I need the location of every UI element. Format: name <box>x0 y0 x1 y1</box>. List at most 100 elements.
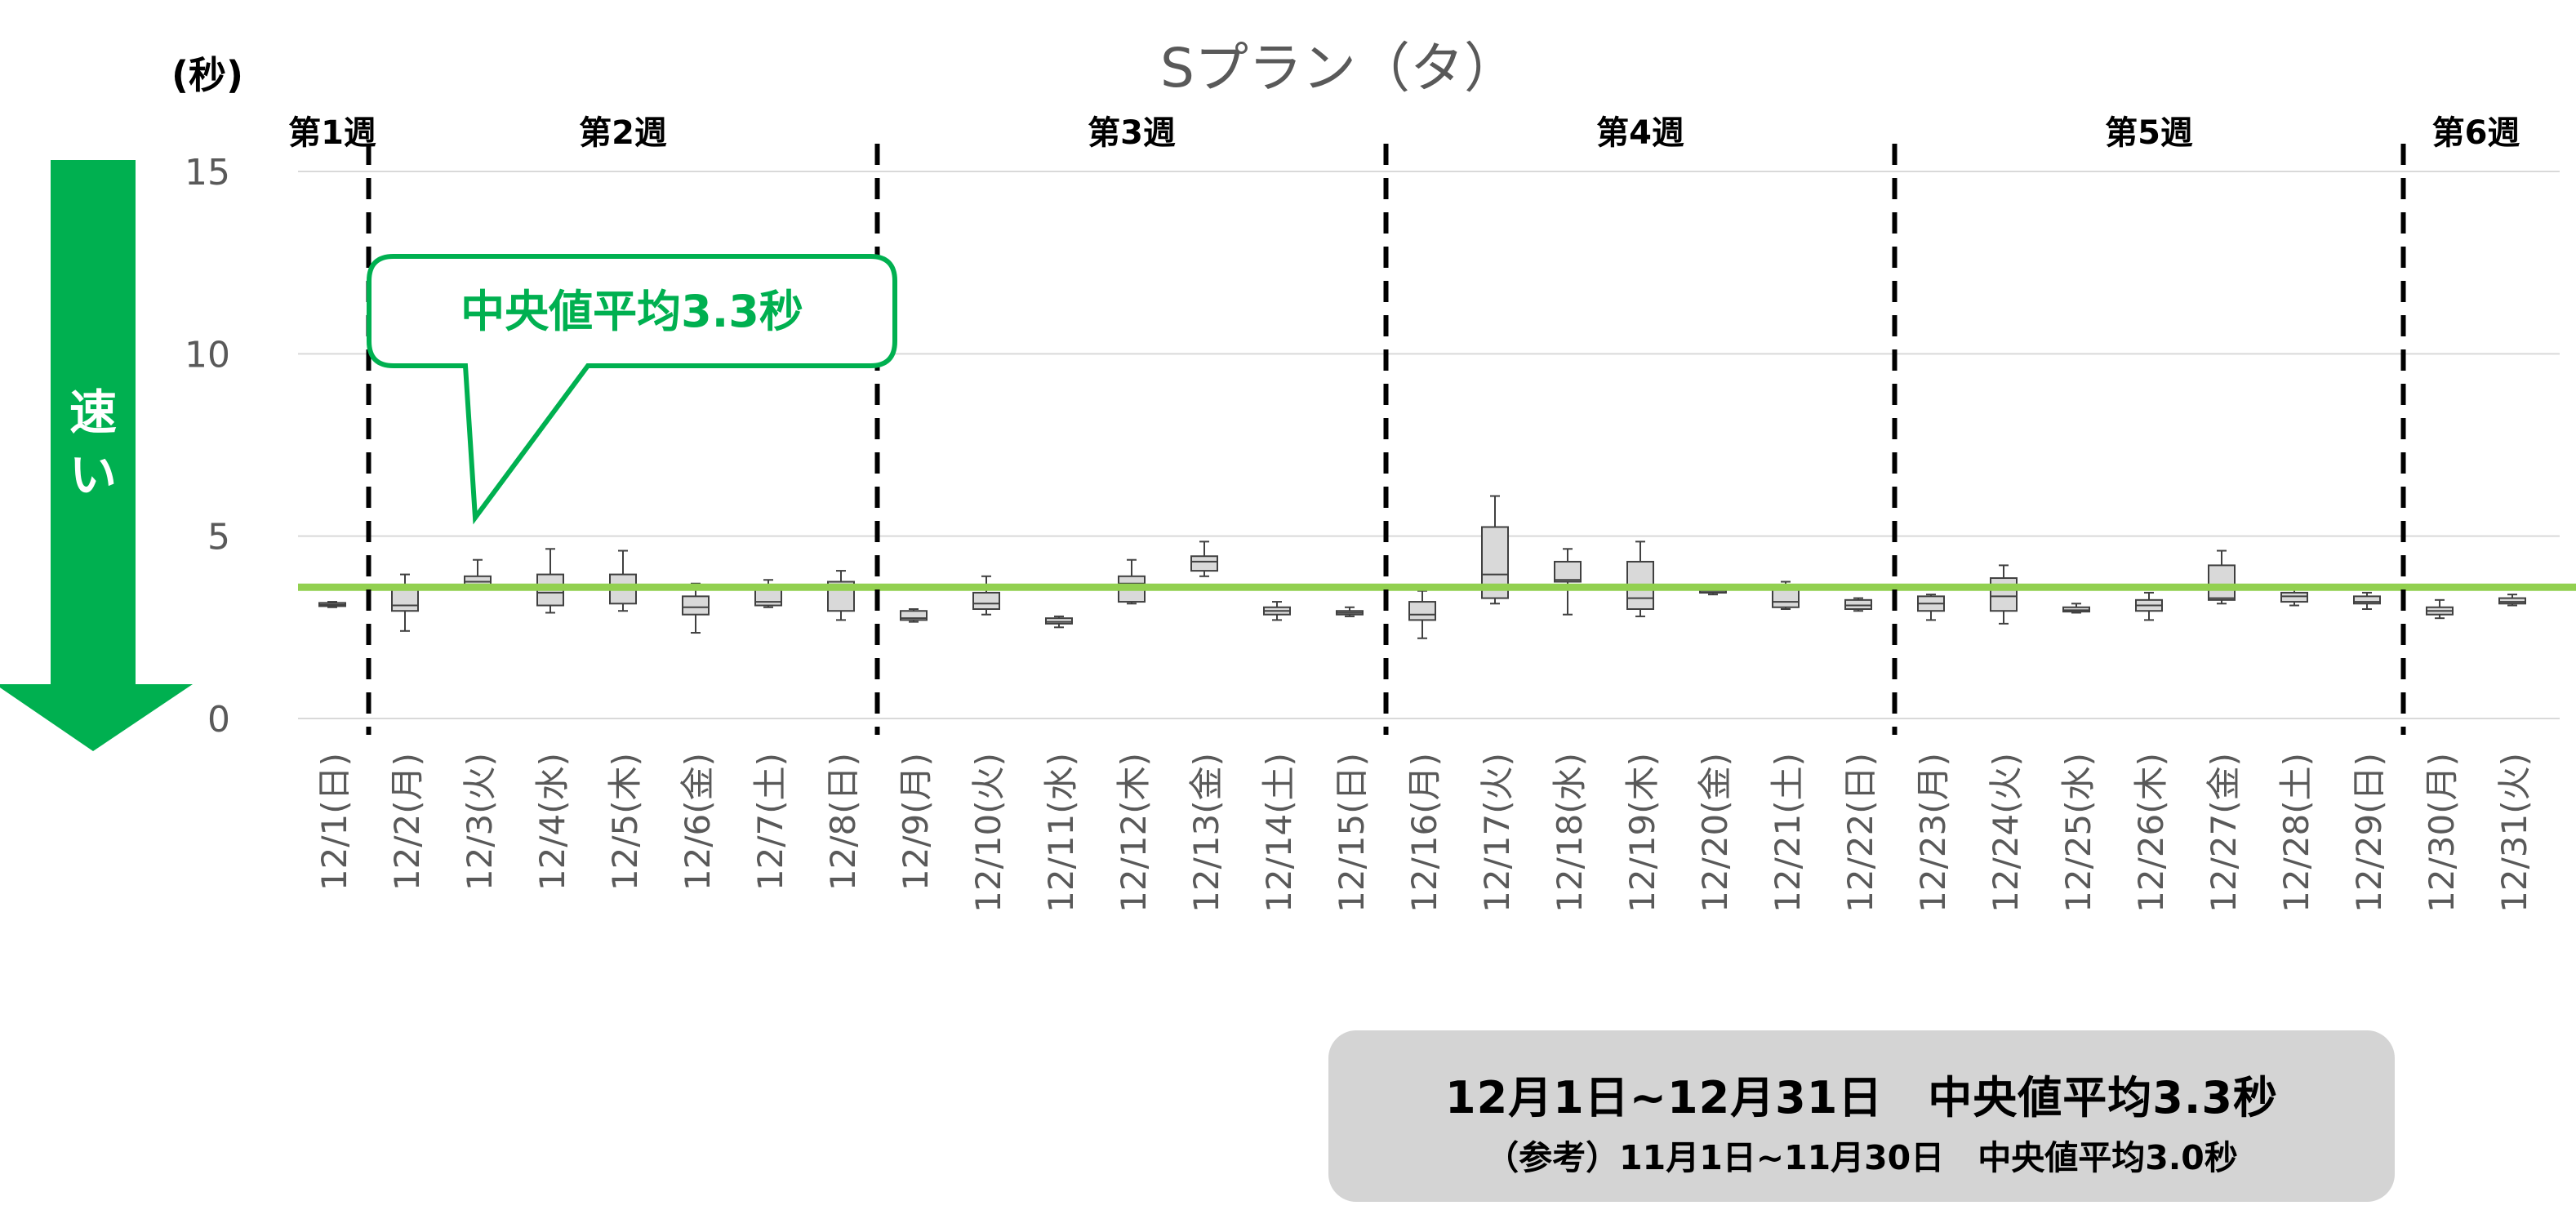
x-tick-label: 12/1(日) <box>314 753 354 891</box>
faster-direction-arrow: 速 い <box>0 160 193 751</box>
box-body <box>1772 588 1800 608</box>
x-tick-label: 12/2(月) <box>387 753 427 891</box>
x-tick-label: 12/6(金) <box>678 753 718 891</box>
chart-title: Sプラン（タ） <box>1160 37 1518 100</box>
box-14 <box>1263 601 1291 621</box>
arrow-label-char: 速 <box>69 385 117 440</box>
box-body <box>2353 595 2381 605</box>
y-tick-label: 5 <box>207 517 230 558</box>
box-body <box>2498 597 2526 605</box>
box-body <box>682 595 710 616</box>
x-tick-label: 12/13(金) <box>1186 753 1226 913</box>
summary-main-text: 12月1日~12月31日 中央値平均3.3秒 <box>1445 1072 2278 1123</box>
box-1 <box>318 601 346 608</box>
y-tick-label: 10 <box>185 334 230 376</box>
y-axis-unit-label: (秒) <box>171 53 243 97</box>
box-23 <box>1917 594 1945 621</box>
y-tick-label: 0 <box>207 699 230 741</box>
x-tick-label: 12/20(金) <box>1695 753 1735 913</box>
week-dividers <box>366 144 2406 735</box>
box-15 <box>1336 606 1364 617</box>
box-28 <box>2280 588 2308 607</box>
box-27 <box>2208 549 2236 605</box>
x-tick-label: 12/7(土) <box>750 753 790 891</box>
x-tick-label: 12/8(日) <box>823 753 863 891</box>
summary-reference-text: （参考）11月1日~11月30日 中央値平均3.0秒 <box>1485 1138 2238 1177</box>
box-5 <box>609 549 637 612</box>
x-tick-label: 12/27(金) <box>2204 753 2244 913</box>
x-tick-label: 12/11(水) <box>1041 753 1081 913</box>
box-19 <box>1626 540 1654 617</box>
box-body <box>1844 598 1872 610</box>
box-body <box>1045 617 1073 625</box>
x-tick-label: 12/9(月) <box>896 753 936 891</box>
x-tick-label: 12/16(月) <box>1404 753 1444 913</box>
box-29 <box>2353 591 2381 610</box>
box-body <box>1554 560 1582 583</box>
y-axis-ticks: 0 5 10 15 <box>185 152 230 741</box>
x-tick-label: 12/17(火) <box>1477 753 1517 913</box>
box-31 <box>2498 594 2526 607</box>
x-tick-label: 12/24(火) <box>1986 753 2026 913</box>
box-11 <box>1045 615 1073 629</box>
x-tick-label: 12/5(木) <box>605 753 645 891</box>
week-labels: 第1週 第2週 第3週 第4週 第5週 第6週 <box>288 114 2520 152</box>
box-22 <box>1844 597 1872 612</box>
x-tick-label: 12/23(月) <box>1913 753 1953 913</box>
x-tick-label: 12/25(水) <box>2058 753 2098 913</box>
box-12 <box>1118 558 1146 605</box>
box-24 <box>1990 564 2018 625</box>
callout-text: 中央値平均3.3秒 <box>460 286 803 337</box>
week-label: 第1週 <box>288 114 376 152</box>
box-16 <box>1408 589 1436 639</box>
x-tick-label: 12/22(日) <box>1840 753 1880 913</box>
box-body <box>1190 555 1218 572</box>
box-body <box>1990 577 2018 612</box>
x-tick-label: 12/4(水) <box>532 753 572 891</box>
box-body <box>1408 601 1436 621</box>
x-tick-label: 12/14(土) <box>1259 753 1299 913</box>
summary-box: 12月1日~12月31日 中央値平均3.3秒 （参考）11月1日~11月30日 … <box>1328 1030 2395 1202</box>
box-body <box>900 610 928 621</box>
week-label: 第3週 <box>1088 114 1176 152</box>
week-label: 第2週 <box>579 114 667 152</box>
box-9 <box>900 608 928 623</box>
box-6 <box>682 582 710 634</box>
box-body <box>2280 591 2308 603</box>
box-10 <box>972 575 1000 616</box>
box-body <box>972 591 1000 611</box>
callout-bubble <box>367 254 897 525</box>
x-axis-ticks: 12/1(日) 12/2(月) 12/3(火) 12/4(水) 12/5(木) 12/6(… <box>314 753 2534 913</box>
median-average-callout: 中央値平均3.3秒 <box>367 254 897 525</box>
box-13 <box>1190 540 1218 577</box>
week-label: 第4週 <box>1596 114 1684 152</box>
week-label: 第6週 <box>2432 114 2520 152</box>
y-tick-label: 15 <box>185 152 230 194</box>
box-8 <box>827 570 855 621</box>
x-tick-label: 12/21(土) <box>1768 753 1808 913</box>
boxes <box>318 495 2526 639</box>
x-tick-label: 12/28(土) <box>2276 753 2316 913</box>
box-body <box>2208 564 2236 601</box>
week-label: 第5週 <box>2105 114 2193 152</box>
arrow-label-char: い <box>69 447 117 503</box>
x-tick-label: 12/30(月) <box>2422 753 2462 913</box>
box-25 <box>2062 603 2090 614</box>
x-tick-label: 12/18(水) <box>1550 753 1590 913</box>
x-tick-label: 12/19(木) <box>1622 753 1662 913</box>
x-tick-label: 12/15(日) <box>1332 753 1372 913</box>
box-4 <box>536 548 564 614</box>
x-tick-label: 12/29(日) <box>2349 753 2389 913</box>
box-18 <box>1554 548 1582 616</box>
box-30 <box>2426 598 2454 620</box>
x-tick-label: 12/26(木) <box>2131 753 2171 913</box>
box-2 <box>391 573 419 632</box>
x-tick-label: 12/31(火) <box>2494 753 2534 913</box>
x-tick-label: 12/10(火) <box>968 753 1008 913</box>
gridlines <box>298 171 2560 719</box>
x-tick-label: 12/3(火) <box>460 753 500 891</box>
x-tick-label: 12/12(木) <box>1114 753 1154 913</box>
box-26 <box>2135 591 2163 621</box>
